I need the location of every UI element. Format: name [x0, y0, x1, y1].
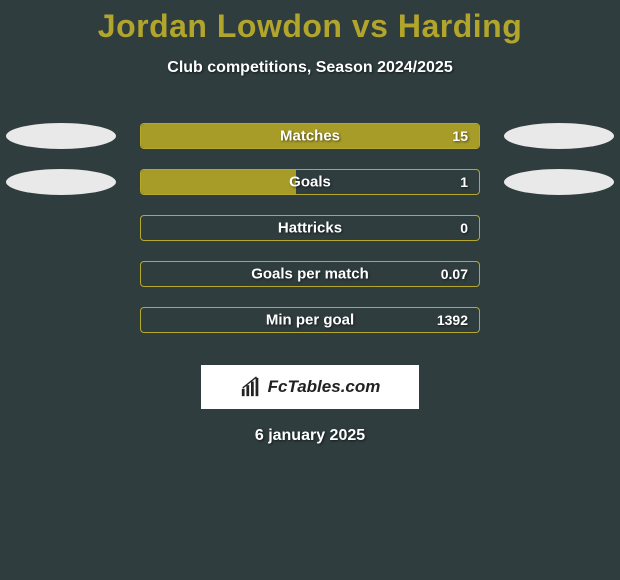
stats-area: Matches15Goals1Hattricks0Goals per match… [0, 113, 620, 343]
logo-text: FcTables.com [268, 377, 381, 397]
stat-row: Min per goal1392 [0, 297, 620, 343]
bar-track [140, 215, 480, 241]
page-subtitle: Club competitions, Season 2024/2025 [0, 59, 620, 77]
ellipse-right [504, 169, 614, 195]
stat-row: Hattricks0 [0, 205, 620, 251]
bar-track [140, 261, 480, 287]
stat-row: Goals1 [0, 159, 620, 205]
logo-box: FcTables.com [201, 365, 419, 409]
bar-track [140, 307, 480, 333]
bar-track [140, 169, 480, 195]
ellipse-left [6, 169, 116, 195]
bar-fill [141, 124, 479, 148]
ellipse-right [504, 123, 614, 149]
page-root: Jordan Lowdon vs Harding Club competitio… [0, 0, 620, 580]
ellipse-left [6, 123, 116, 149]
stat-row: Matches15 [0, 113, 620, 159]
page-title: Jordan Lowdon vs Harding [0, 0, 620, 45]
bar-chart-icon [240, 376, 262, 398]
bar-track [140, 123, 480, 149]
stat-row: Goals per match0.07 [0, 251, 620, 297]
bar-fill [141, 170, 296, 194]
footer-date: 6 january 2025 [0, 427, 620, 445]
